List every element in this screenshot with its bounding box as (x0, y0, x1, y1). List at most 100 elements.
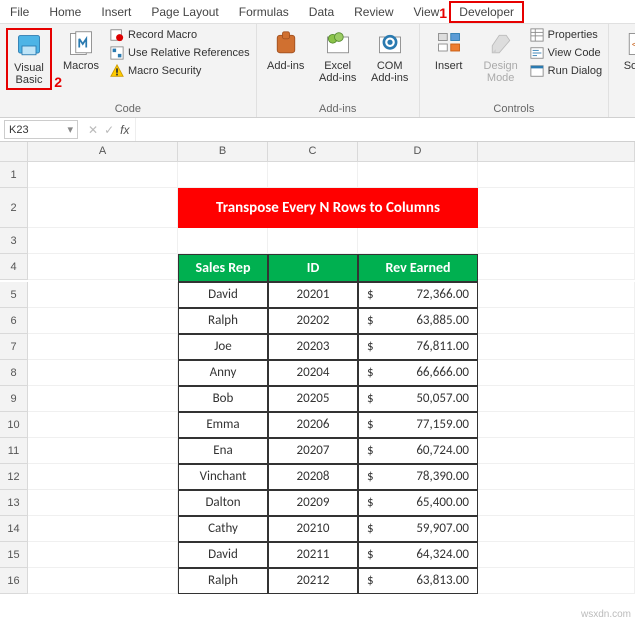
tab-page-layout[interactable]: Page Layout (141, 1, 228, 23)
view-code-button[interactable]: View Code (530, 46, 602, 60)
table-header-rep[interactable]: Sales Rep (178, 254, 268, 282)
table-cell-id[interactable]: 20204 (268, 360, 358, 386)
col-head-c[interactable]: C (268, 142, 358, 162)
run-dialog-button[interactable]: Run Dialog (530, 64, 602, 78)
formula-input[interactable] (135, 118, 635, 141)
source-button[interactable]: </> Sourc (615, 28, 635, 74)
select-all-corner[interactable] (0, 142, 28, 162)
cell[interactable] (358, 228, 478, 254)
cell[interactable] (478, 386, 635, 412)
cell[interactable] (478, 490, 635, 516)
tab-data[interactable]: Data (299, 1, 344, 23)
table-cell-rev[interactable]: $50,057.00 (358, 386, 478, 412)
fx-icon[interactable]: fx (120, 123, 129, 137)
table-cell-id[interactable]: 20203 (268, 334, 358, 360)
record-macro-button[interactable]: Record Macro (110, 28, 250, 42)
addins-button[interactable]: Add-ins (263, 28, 309, 74)
cell[interactable] (28, 254, 178, 280)
cell[interactable] (478, 308, 635, 334)
row-head[interactable]: 9 (0, 386, 28, 412)
cell[interactable] (268, 162, 358, 188)
col-head-d[interactable]: D (358, 142, 478, 162)
table-cell-rev[interactable]: $64,324.00 (358, 542, 478, 568)
design-mode-button[interactable]: Design Mode (478, 28, 524, 86)
row-head[interactable]: 7 (0, 334, 28, 360)
table-cell-rev[interactable]: $72,366.00 (358, 282, 478, 308)
cell[interactable] (28, 334, 178, 360)
table-cell-rep[interactable]: David (178, 282, 268, 308)
cell[interactable] (478, 188, 635, 228)
table-cell-rep[interactable]: David (178, 542, 268, 568)
tab-formulas[interactable]: Formulas (229, 1, 299, 23)
table-cell-id[interactable]: 20207 (268, 438, 358, 464)
cell[interactable] (28, 360, 178, 386)
cell[interactable] (28, 464, 178, 490)
row-head[interactable]: 15 (0, 542, 28, 568)
cell[interactable] (358, 162, 478, 188)
cell[interactable] (28, 542, 178, 568)
cell[interactable] (478, 516, 635, 542)
tab-home[interactable]: Home (39, 1, 91, 23)
cell[interactable] (178, 162, 268, 188)
cell[interactable] (28, 438, 178, 464)
cell[interactable] (478, 438, 635, 464)
table-cell-id[interactable]: 20201 (268, 282, 358, 308)
cell[interactable] (28, 516, 178, 542)
tab-review[interactable]: Review (344, 1, 403, 23)
row-head[interactable]: 3 (0, 228, 28, 254)
table-cell-rev[interactable]: $76,811.00 (358, 334, 478, 360)
cell[interactable] (28, 412, 178, 438)
table-cell-id[interactable]: 20205 (268, 386, 358, 412)
row-head[interactable]: 8 (0, 360, 28, 386)
table-cell-rep[interactable]: Emma (178, 412, 268, 438)
com-addins-button[interactable]: COM Add-ins (367, 28, 413, 86)
table-cell-rep[interactable]: Ralph (178, 308, 268, 334)
cell[interactable] (478, 254, 635, 280)
table-header-rev[interactable]: Rev Earned (358, 254, 478, 282)
row-head[interactable]: 6 (0, 308, 28, 334)
excel-addins-button[interactable]: Excel Add-ins (315, 28, 361, 86)
row-head[interactable]: 12 (0, 464, 28, 490)
table-cell-id[interactable]: 20212 (268, 568, 358, 594)
tab-file[interactable]: File (0, 1, 39, 23)
table-cell-rev[interactable]: $66,666.00 (358, 360, 478, 386)
table-cell-rep[interactable]: Dalton (178, 490, 268, 516)
cell[interactable] (478, 162, 635, 188)
cell[interactable] (478, 360, 635, 386)
table-cell-rep[interactable]: Ralph (178, 568, 268, 594)
table-cell-rep[interactable]: Vinchant (178, 464, 268, 490)
tab-developer[interactable]: 1 Developer (449, 1, 524, 23)
cell[interactable] (28, 568, 178, 594)
table-cell-id[interactable]: 20208 (268, 464, 358, 490)
cell[interactable] (478, 464, 635, 490)
cell[interactable] (28, 308, 178, 334)
row-head[interactable]: 13 (0, 490, 28, 516)
cell[interactable] (28, 490, 178, 516)
cell[interactable] (28, 188, 178, 228)
cell[interactable] (478, 334, 635, 360)
table-header-id[interactable]: ID (268, 254, 358, 282)
table-cell-rev[interactable]: $78,390.00 (358, 464, 478, 490)
table-cell-rev[interactable]: $59,907.00 (358, 516, 478, 542)
table-cell-rev[interactable]: $63,813.00 (358, 568, 478, 594)
macro-security-button[interactable]: Macro Security (110, 64, 250, 78)
cell[interactable] (478, 228, 635, 254)
row-head[interactable]: 1 (0, 162, 28, 188)
cell[interactable] (478, 542, 635, 568)
row-head[interactable]: 5 (0, 282, 28, 308)
use-relative-button[interactable]: Use Relative References (110, 46, 250, 60)
worksheet-grid[interactable]: A B C D 1 2 Transpose Every N Rows to Co… (0, 142, 635, 594)
table-cell-id[interactable]: 20202 (268, 308, 358, 334)
tab-insert[interactable]: Insert (91, 1, 141, 23)
row-head[interactable]: 14 (0, 516, 28, 542)
name-box-dropdown-icon[interactable]: ▾ (67, 123, 73, 136)
cell[interactable] (28, 386, 178, 412)
cell[interactable] (268, 228, 358, 254)
cell[interactable] (28, 228, 178, 254)
row-head[interactable]: 2 (0, 188, 28, 228)
table-cell-rev[interactable]: $60,724.00 (358, 438, 478, 464)
table-cell-id[interactable]: 20206 (268, 412, 358, 438)
table-cell-rev[interactable]: $77,159.00 (358, 412, 478, 438)
table-cell-id[interactable]: 20209 (268, 490, 358, 516)
row-head[interactable]: 16 (0, 568, 28, 594)
